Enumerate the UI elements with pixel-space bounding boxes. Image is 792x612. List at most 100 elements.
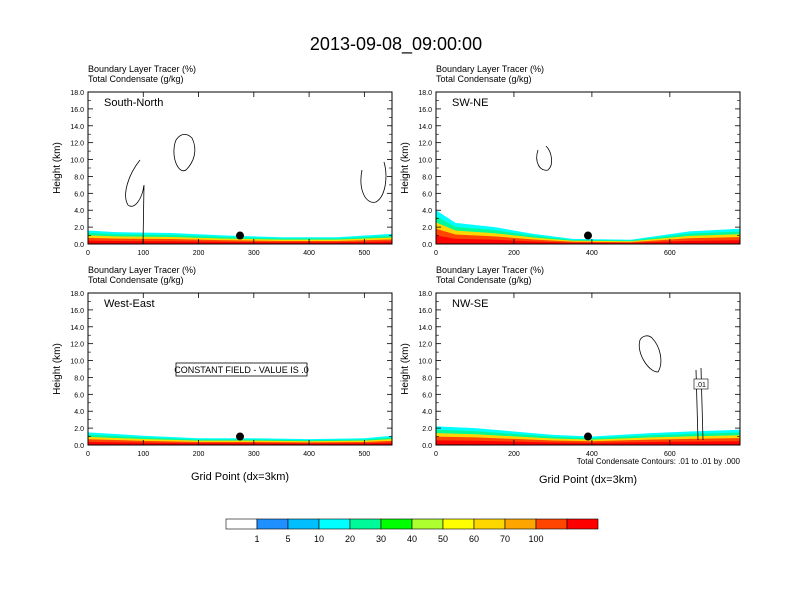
x-tick-label: 400 (303, 250, 315, 257)
tracer-band-5 (88, 441, 392, 445)
subtitle-condensate: Total Condensate (g/kg) (88, 275, 184, 285)
y-tick-label: 0.0 (74, 443, 84, 450)
panel-south-north: Boundary Layer Tracer (%)Total Condensat… (52, 64, 393, 257)
y-tick-label: 18.0 (418, 90, 432, 97)
y-tick-label: 6.0 (74, 392, 84, 399)
y-tick-label: 4.0 (74, 208, 84, 215)
figure-title: 2013-09-08_09:00:00 (310, 34, 482, 55)
location-marker (584, 231, 592, 240)
colorbar-label: 5 (285, 534, 290, 544)
tracer-band-5 (436, 440, 740, 445)
y-tick-label: 8.0 (422, 174, 432, 181)
x-tick-label: 400 (586, 451, 598, 458)
y-tick-label: 2.0 (422, 225, 432, 232)
plot-frame (435, 91, 741, 245)
y-tick-label: 16.0 (70, 107, 84, 114)
colorbar-swatch (411, 518, 444, 530)
y-tick-label: 8.0 (74, 375, 84, 382)
x-tick-label: 500 (359, 451, 371, 458)
colorbar-label: 10 (314, 534, 324, 544)
subtitle-condensate: Total Condensate (g/kg) (436, 74, 532, 84)
x-tick-label: 400 (303, 451, 315, 458)
tracer-band-5 (88, 240, 392, 244)
y-tick-label: 14.0 (70, 325, 84, 332)
colorbar-label: 30 (376, 534, 386, 544)
y-tick-label: 6.0 (422, 392, 432, 399)
x-tick-label: 200 (508, 250, 520, 257)
x-tick-label: 300 (248, 451, 260, 458)
colorbar-label: 60 (469, 534, 479, 544)
y-axis-label: Height (km) (400, 343, 411, 395)
location-marker (236, 432, 244, 441)
x-tick-label: 100 (137, 250, 149, 257)
colorbar-swatch (380, 518, 413, 530)
y-tick-label: 12.0 (70, 141, 84, 148)
y-axis-label: Height (km) (52, 142, 63, 194)
x-tick-label: 0 (86, 451, 90, 458)
panel-nw-se: Boundary Layer Tracer (%)Total Condensat… (400, 265, 741, 458)
y-tick-label: 4.0 (422, 409, 432, 416)
y-tick-label: 2.0 (74, 426, 84, 433)
colorbar-swatch (566, 518, 599, 530)
colorbar-label: 1 (254, 534, 259, 544)
colorbar-label: 70 (500, 534, 510, 544)
y-axis-label: Height (km) (52, 343, 63, 395)
x-tick-label: 300 (248, 250, 260, 257)
condensate-contour (638, 335, 662, 373)
y-tick-label: 2.0 (74, 225, 84, 232)
panel-name: South-North (104, 97, 163, 109)
x-tick-label: 0 (434, 250, 438, 257)
x-tick-label: 600 (664, 451, 676, 458)
x-tick-label: 500 (359, 250, 371, 257)
subtitle-condensate: Total Condensate (g/kg) (88, 74, 184, 84)
colorbar-label: 50 (438, 534, 448, 544)
condensate-contour (173, 134, 196, 172)
x-tick-label: 0 (86, 250, 90, 257)
condensate-contour (536, 145, 552, 171)
y-tick-label: 0.0 (422, 242, 432, 249)
panel-west-east: CONSTANT FIELD - VALUE IS .0 Boundary La… (52, 265, 393, 458)
location-marker (584, 432, 592, 441)
y-tick-label: 18.0 (70, 291, 84, 298)
colorbar-swatch (535, 518, 568, 530)
y-axis-label: Height (km) (400, 142, 411, 194)
y-tick-label: 12.0 (418, 342, 432, 349)
x-axis-label-left: Grid Point (dx=3km) (191, 471, 289, 483)
y-tick-label: 12.0 (418, 141, 432, 148)
colorbar-label: 20 (345, 534, 355, 544)
colorbar-swatch (473, 518, 506, 530)
x-tick-label: 0 (434, 451, 438, 458)
location-marker (236, 231, 244, 240)
y-tick-label: 18.0 (70, 90, 84, 97)
plot-frame (87, 91, 393, 245)
x-axis-label-right: Grid Point (dx=3km) (539, 474, 637, 486)
colorbar-label: 100 (528, 534, 543, 544)
y-tick-label: 8.0 (74, 174, 84, 181)
subtitle-tracer: Boundary Layer Tracer (%) (436, 64, 544, 74)
x-tick-label: 400 (586, 250, 598, 257)
constant-field-box (175, 362, 308, 377)
y-tick-label: 4.0 (74, 409, 84, 416)
y-tick-label: 14.0 (418, 124, 432, 131)
subtitle-tracer: Boundary Layer Tracer (%) (436, 265, 544, 275)
y-tick-label: 16.0 (418, 107, 432, 114)
y-tick-label: 10.0 (418, 158, 432, 165)
subtitle-tracer: Boundary Layer Tracer (%) (88, 265, 196, 275)
colorbar-swatch (225, 518, 258, 530)
colorbar-swatch (442, 518, 475, 530)
contour-note: Total Condensate Contours: .01 to .01 by… (577, 457, 741, 466)
y-tick-label: 10.0 (70, 158, 84, 165)
y-tick-label: 10.0 (70, 359, 84, 366)
subtitle-condensate: Total Condensate (g/kg) (436, 275, 532, 285)
panel-name: SW-NE (452, 97, 488, 109)
panel-sw-ne: Boundary Layer Tracer (%)Total Condensat… (400, 64, 741, 257)
y-tick-label: 18.0 (418, 291, 432, 298)
contour-label-box (693, 378, 709, 390)
tracer-band-4 (436, 228, 740, 244)
panel-name: NW-SE (452, 298, 488, 310)
colorbar-swatch (287, 518, 320, 530)
condensate-contour (360, 161, 387, 203)
colorbar: 1 5 10 20 30 40 50 60 70 100 (225, 518, 599, 544)
colorbar-swatch (504, 518, 537, 530)
panel-name: West-East (104, 298, 155, 310)
